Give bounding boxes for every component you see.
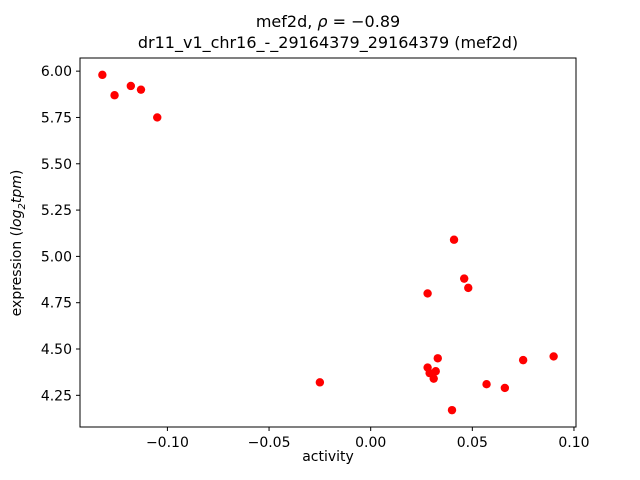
data-point <box>315 378 325 387</box>
data-point <box>447 405 457 415</box>
chart-title: mef2d, ρ = −0.89 dr11_v1_chr16_-_2916437… <box>80 11 576 53</box>
data-point <box>98 70 107 80</box>
y-tick-label: 5.00 <box>41 249 72 265</box>
chart-title-line1: mef2d, ρ = −0.89 <box>80 11 576 32</box>
title-gene-label: mef2d, <box>255 12 318 31</box>
data-point <box>449 235 459 244</box>
y-tick-label: 5.75 <box>41 110 72 126</box>
x-tick-label: −0.10 <box>146 435 189 451</box>
data-point <box>110 91 119 100</box>
y-tick-label: 5.50 <box>41 157 72 173</box>
title-rho-symbol: ρ <box>317 12 328 31</box>
y-tick-label: 5.25 <box>41 203 72 219</box>
y-tick-label: 4.50 <box>41 342 72 358</box>
y-tick-label: 6.00 <box>41 64 72 80</box>
chart-subtitle: dr11_v1_chr16_-_29164379_29164379 (mef2d… <box>137 33 519 52</box>
data-point <box>549 352 558 361</box>
data-point <box>423 289 432 298</box>
data-point <box>429 374 438 383</box>
data-point <box>464 283 473 293</box>
data-point <box>433 354 442 363</box>
title-rho-value: = −0.89 <box>327 12 401 31</box>
x-tick-label: 0.05 <box>457 435 488 451</box>
axes-spines <box>79 57 577 428</box>
data-point <box>136 85 146 94</box>
data-point <box>126 81 136 91</box>
data-point <box>459 274 469 283</box>
y-tick-label: 4.75 <box>41 296 72 312</box>
data-point <box>482 380 491 389</box>
data-point <box>153 113 162 122</box>
x-axis-label: activity <box>302 449 354 465</box>
x-tick-label: −0.05 <box>248 435 291 451</box>
data-point <box>500 383 510 393</box>
x-tick-label: 0.10 <box>558 435 589 451</box>
y-tick-label: 4.25 <box>41 388 72 404</box>
data-point <box>431 367 440 376</box>
data-point <box>518 355 528 365</box>
x-tick-label: 0.00 <box>355 435 386 451</box>
